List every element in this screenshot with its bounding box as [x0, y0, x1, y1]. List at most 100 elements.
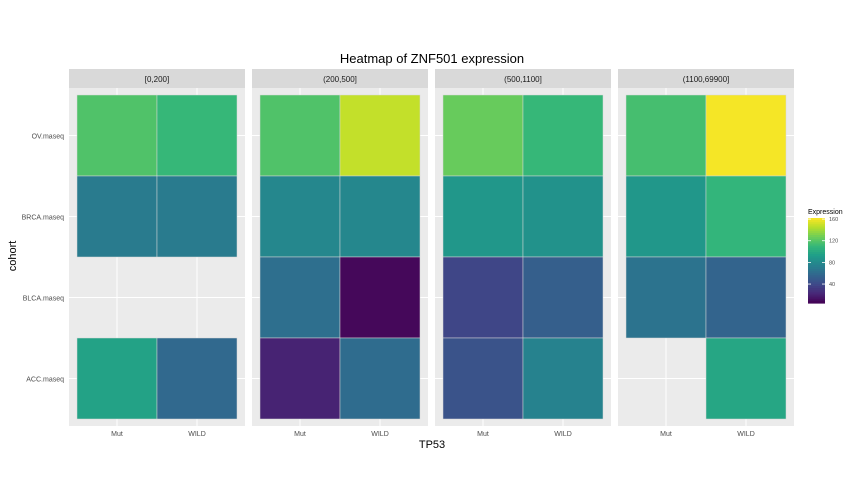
facet-label: (200,500]: [323, 75, 357, 84]
heatmap-cell: [442, 256, 524, 339]
x-tick-label: Mut: [660, 431, 672, 438]
legend-tick-label: 80: [829, 260, 835, 266]
heatmap-cell: [76, 337, 158, 420]
heatmap-cell: [522, 94, 604, 177]
heatmap-cell: [76, 175, 158, 258]
heatmap-cell: [442, 175, 524, 258]
heatmap-cell: [705, 256, 787, 339]
heatmap-cell: [705, 175, 787, 258]
x-tick-label: WILD: [188, 431, 206, 438]
x-tick-label: Mut: [294, 431, 306, 438]
facet-strip: [435, 69, 611, 88]
colorbar-segment: [808, 252, 825, 255]
facet-strip: [69, 69, 245, 88]
x-tick-label: WILD: [737, 431, 755, 438]
heatmap-cell: [442, 337, 524, 420]
legend-tick-label: 120: [829, 239, 838, 245]
facet-label: (1100,69900]: [683, 75, 730, 84]
heatmap-cell: [625, 256, 707, 339]
colorbar-segment: [808, 237, 825, 240]
heatmap-cell: [259, 256, 341, 339]
colorbar-segment: [808, 294, 825, 298]
heatmap-cell: [156, 94, 238, 177]
heatmap-cell: [705, 337, 787, 420]
legend: Expression 40 80 120 160: [808, 209, 843, 304]
colorbar-segment: [808, 283, 825, 287]
y-tick-label: BLCA.maseq: [23, 296, 64, 303]
facet-panel: (200,500] Mut WILD: [252, 69, 428, 438]
chart-title: Heatmap of ZNF501 expression: [340, 51, 524, 66]
heatmap-cell: [522, 337, 604, 420]
y-tick-label: OV.maseq: [32, 134, 65, 141]
facet-label: [0,200]: [145, 75, 169, 84]
colorbar-segment: [808, 228, 825, 232]
colorbar-segment: [808, 222, 825, 225]
heatmap-cell: [339, 337, 421, 420]
heatmap-cell: [339, 256, 421, 339]
colorbar-segment: [808, 230, 825, 234]
colorbar-segment: [808, 241, 825, 245]
y-axis-title: cohort: [7, 241, 19, 272]
colorbar-segment: [808, 249, 825, 253]
colorbar-segment: [808, 277, 825, 281]
y-tick-label: ACC.maseq: [26, 377, 64, 384]
colorbar-segment: [808, 235, 825, 238]
facets-layer: [0,200]Mut WILD(200,500]Mut WILD(500,1100]…: [69, 69, 794, 438]
colorbar-segment: [808, 296, 825, 300]
heatmap-cell: [625, 94, 707, 177]
legend-title: Expression: [808, 209, 843, 216]
colorbar-segment: [808, 292, 825, 296]
colorbar-segment: [808, 226, 825, 230]
colorbar-segment: [808, 279, 825, 283]
y-tick-label: BRCA.maseq: [22, 215, 65, 222]
facet-panel: (500,1100] Mut WILD: [435, 69, 611, 438]
heatmap-cell: [76, 94, 158, 177]
heatmap-cell: [705, 94, 787, 177]
colorbar-segment: [808, 262, 825, 266]
colorbar-segment: [808, 224, 825, 228]
heatmap-cell: [522, 256, 604, 339]
colorbar-segment: [808, 273, 825, 276]
facet-strip: [252, 69, 428, 88]
colorbar-segment: [808, 286, 825, 289]
heatmap-cell: [339, 94, 421, 177]
colorbar-segment: [808, 256, 825, 259]
heatmap-cell: [156, 175, 238, 258]
colorbar-segment: [808, 281, 825, 285]
x-tick-label: Mut: [477, 431, 489, 438]
heatmap-cell: [259, 94, 341, 177]
heatmap-cell: [259, 175, 341, 258]
y-axis: ACC.maseq BLCA.maseq BRCA.maseq OV.maseq: [22, 134, 65, 384]
colorbar-segment: [808, 254, 825, 257]
colorbar-segment: [808, 266, 825, 270]
heatmap-cell: [522, 175, 604, 258]
colorbar-segment: [808, 239, 825, 242]
colorbar-segment: [808, 300, 825, 304]
facet-strip: [618, 69, 794, 88]
colorbar-segment: [808, 247, 825, 251]
heatmap-cell: [625, 175, 707, 258]
colorbar-segment: [808, 275, 825, 279]
facet-label: (500,1100]: [504, 75, 542, 84]
heatmap-cell: [339, 175, 421, 258]
colorbar-segment: [808, 264, 825, 268]
heatmap-cell: [259, 337, 341, 420]
colorbar-segment: [808, 245, 825, 249]
x-axis-title: TP53: [419, 439, 445, 451]
legend-tick-label: 40: [829, 282, 835, 288]
colorbar-segment: [808, 258, 825, 262]
colorbar-segment: [808, 220, 825, 223]
legend-tick-label: 160: [829, 217, 838, 223]
colorbar-segment: [808, 218, 825, 221]
colorbar-segment: [808, 290, 825, 293]
facet-panel: (1100,69900] Mut WILD: [618, 69, 794, 438]
colorbar-segment: [808, 288, 825, 291]
colorbar-segment: [808, 260, 825, 264]
facet-panel: [0,200] Mut WILD: [69, 69, 245, 438]
colorbar-segment: [808, 271, 825, 274]
colorbar-segment: [808, 232, 825, 236]
x-tick-label: WILD: [554, 431, 572, 438]
x-tick-label: Mut: [111, 431, 123, 438]
colorbar-segment: [808, 243, 825, 247]
